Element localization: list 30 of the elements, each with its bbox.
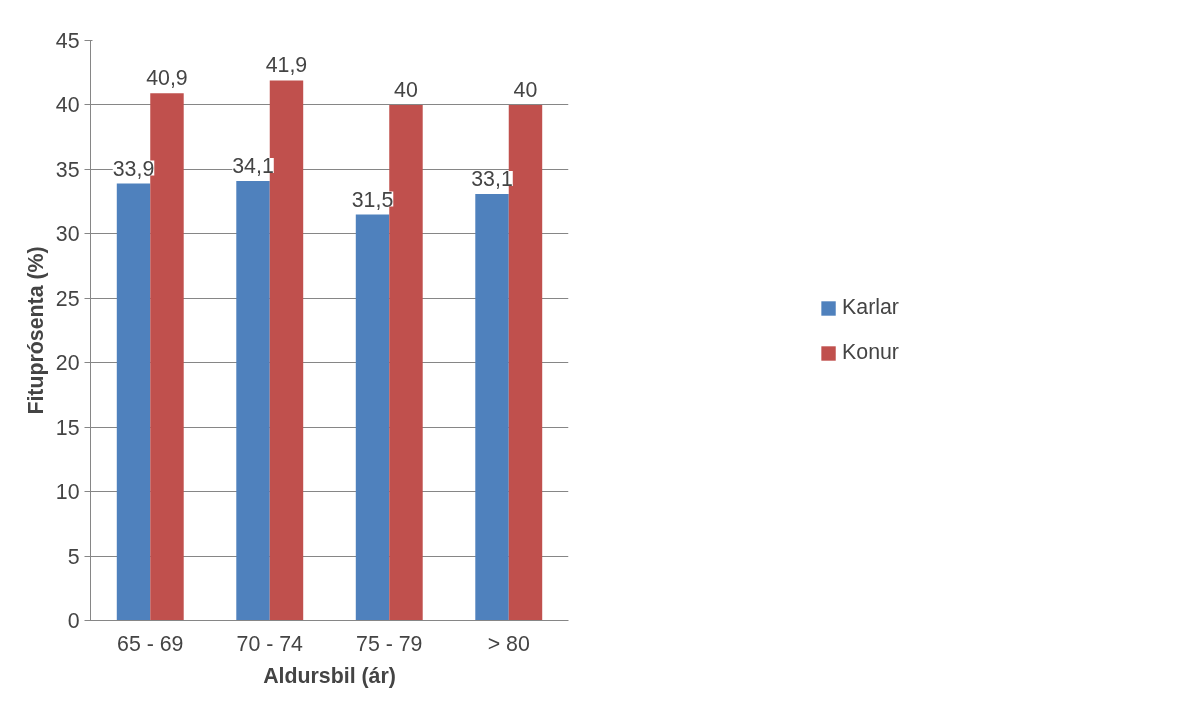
x-tick-label: > 80 <box>487 631 530 656</box>
y-tick-label: 15 <box>55 415 80 440</box>
y-tick-label: 5 <box>67 544 80 569</box>
data-label: 34,1 <box>232 153 274 178</box>
data-label: 31,5 <box>351 187 394 212</box>
bar <box>236 180 270 621</box>
data-label: 41,9 <box>265 53 308 78</box>
bar <box>116 183 151 621</box>
y-tick-label: 45 <box>55 29 80 53</box>
legend-label: Konur <box>842 340 899 365</box>
x-tick-label: 65 - 69 <box>117 631 184 656</box>
y-axis-title: Fituprósenta (%) <box>23 246 48 415</box>
x-tick-label: 75 - 79 <box>356 631 423 656</box>
bar <box>475 193 509 621</box>
data-label: 33,1 <box>471 166 513 191</box>
y-tick-label: 35 <box>55 157 80 182</box>
y-tick-label: 40 <box>55 93 80 118</box>
y-tick-label: 10 <box>55 480 80 505</box>
y-tick-label: 30 <box>55 222 80 247</box>
y-tick-label: 0 <box>67 609 80 633</box>
y-tick-label: 20 <box>55 351 80 376</box>
x-axis-title: Aldursbil (ár) <box>263 663 396 688</box>
data-label: 40 <box>513 77 538 102</box>
legend-label: Karlar <box>842 295 899 320</box>
x-tick-label: 70 - 74 <box>236 631 304 656</box>
y-tick-label: 25 <box>55 286 80 311</box>
data-label: 33,9 <box>112 156 155 181</box>
data-label: 40 <box>394 77 418 102</box>
bar <box>355 214 390 621</box>
data-label: 40,9 <box>146 66 188 91</box>
